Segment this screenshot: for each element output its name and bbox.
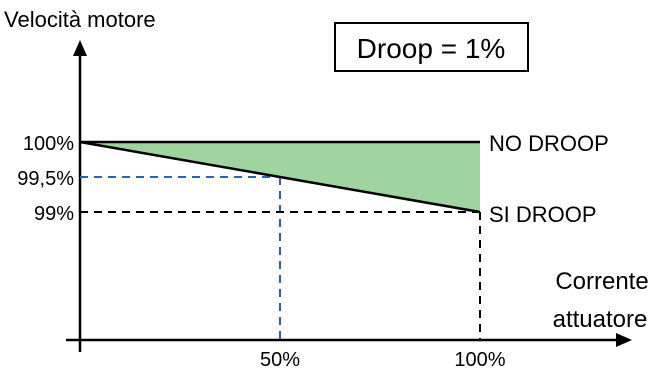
title-box xyxy=(334,22,529,72)
y-axis-arrow-icon xyxy=(73,40,87,56)
y-tick-label-99: 99% xyxy=(34,203,74,225)
series-si-droop-line xyxy=(79,140,481,214)
y-tick-label-99-5: 99,5% xyxy=(17,168,74,190)
series-no-droop-label: NO DROOP xyxy=(489,131,609,156)
x-axis-arrow-icon xyxy=(616,333,632,347)
x-axis-label-line1: Corrente xyxy=(555,268,648,295)
y-axis-label: Velocità motore xyxy=(4,7,156,32)
x-tick-label-100: 100% xyxy=(454,349,505,371)
y-tick-label-100: 100% xyxy=(23,133,74,155)
series-si-droop-label: SI DROOP xyxy=(489,202,597,227)
x-tick-label-50: 50% xyxy=(260,349,300,371)
chart-title: Droop = 1% xyxy=(357,33,506,64)
x-axis-label-line2: attuatore xyxy=(553,306,648,333)
